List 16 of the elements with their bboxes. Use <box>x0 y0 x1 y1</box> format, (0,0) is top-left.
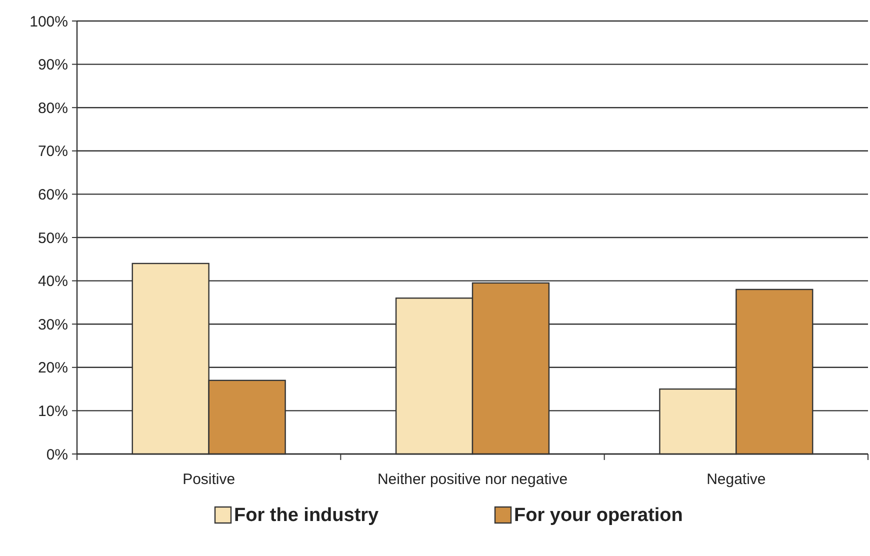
y-tick-label: 20% <box>38 360 68 377</box>
y-tick-label: 90% <box>38 56 68 74</box>
x-tick-label: Neither positive nor negative <box>377 471 568 488</box>
y-tick-label: 50% <box>38 230 68 247</box>
y-tick-label: 10% <box>38 402 68 420</box>
legend-label: For your operation <box>514 505 683 526</box>
y-tick-label: 30% <box>38 316 68 334</box>
y-tick-label: 100% <box>30 13 68 30</box>
x-tick-label: Positive <box>182 471 236 488</box>
y-tick-label: 40% <box>38 273 68 290</box>
y-tick-label: 70% <box>38 143 68 160</box>
y-tick-label: 60% <box>38 186 68 204</box>
y-tick-label: 80% <box>38 100 68 117</box>
y-tick-label: 0% <box>46 446 68 464</box>
x-tick-label: Negative <box>706 471 766 488</box>
legend-label: For the industry <box>234 505 380 526</box>
